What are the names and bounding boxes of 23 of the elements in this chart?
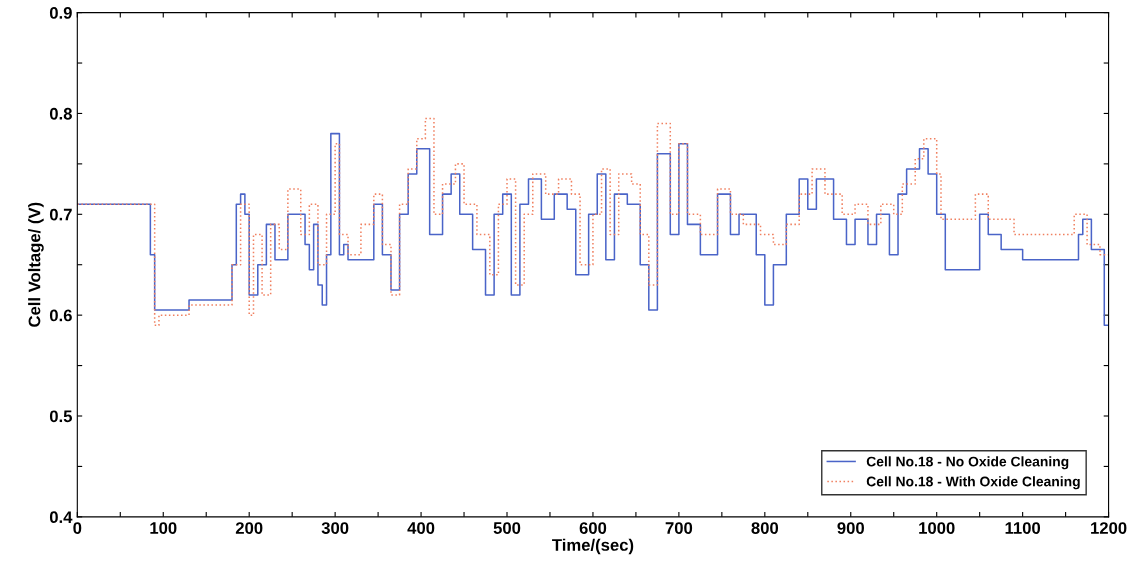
x-tick-label: 0: [73, 522, 82, 534]
legend-label: Cell No.18 - No Oxide Cleaning: [866, 456, 1069, 470]
y-tick-label: 0.4: [49, 511, 73, 524]
x-tick-label: 700: [665, 522, 693, 534]
y-axis-title: Cell Voltage/ (V): [28, 202, 44, 327]
y-tick-label: 0.7: [49, 208, 72, 221]
x-tick-label: 200: [235, 522, 263, 534]
x-tick-label: 600: [579, 522, 607, 534]
x-tick-label: 400: [407, 522, 435, 534]
x-axis-title: Time/(sec): [552, 538, 634, 555]
x-tick-label: 1100: [1005, 522, 1041, 534]
x-tick-label: 900: [837, 522, 864, 534]
x-tick-label: 300: [321, 522, 349, 534]
x-tick-label: 500: [493, 522, 521, 534]
y-tick-label: 0.6: [49, 309, 72, 322]
y-tick-label: 0.8: [49, 107, 72, 120]
y-tick-label: 0.5: [49, 410, 72, 423]
x-tick-label: 1200: [1091, 522, 1127, 534]
x-tick-label: 100: [150, 522, 177, 534]
x-tick-label: 1000: [919, 522, 955, 534]
legend-label: Cell No.18 - With Oxide Cleaning: [866, 476, 1080, 490]
y-tick-label: 0.9: [49, 7, 72, 19]
x-tick-label: 800: [751, 522, 779, 534]
